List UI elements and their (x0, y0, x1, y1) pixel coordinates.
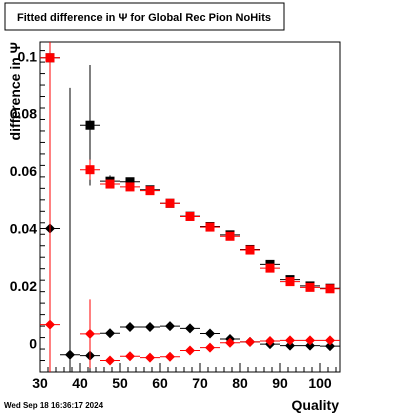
data-point-diamond (105, 355, 115, 366)
data-point-square (185, 211, 195, 221)
data-point-diamond (205, 328, 215, 339)
y-tick-label: 0.04 (10, 221, 37, 237)
data-point-diamond (145, 352, 155, 363)
x-axis-label: Quality (292, 397, 340, 413)
data-marks (40, 42, 340, 372)
x-tick-label: 30 (32, 375, 48, 391)
data-point-square (245, 245, 255, 255)
data-point-square (285, 277, 295, 287)
plot-frame (39, 41, 341, 373)
data-point-square (145, 186, 155, 196)
data-point-square (305, 282, 315, 292)
data-point-diamond (105, 328, 115, 339)
data-point-diamond (285, 340, 295, 351)
data-point-diamond (225, 337, 235, 348)
data-point-diamond (305, 340, 315, 351)
y-axis-label: difference in Ψ (7, 42, 23, 140)
data-point-diamond (285, 335, 295, 346)
data-point-diamond (265, 336, 275, 347)
data-point-diamond (325, 341, 335, 352)
data-point-square (85, 165, 95, 175)
data-point-square (125, 182, 135, 192)
x-tick-label: 80 (232, 375, 248, 391)
data-point-diamond (185, 323, 195, 334)
data-point-square (165, 198, 175, 208)
series-1 (40, 52, 340, 293)
y-tick-label: 0 (29, 335, 37, 351)
x-tick-label: 100 (308, 375, 332, 391)
axes: 30 40 50 60 70 80 90 100 0 0.02 0.04 0.06 0.08 0.1 (10, 48, 337, 391)
y-tick-label: 0.08 (10, 106, 37, 122)
data-point-diamond (165, 321, 175, 332)
y-tick-label: 0.06 (10, 163, 37, 179)
data-point-square (85, 120, 95, 130)
chart-title: Fitted difference in Ψ for Global Rec Pi… (17, 12, 271, 24)
data-point-diamond (165, 351, 175, 362)
series-2 (40, 52, 340, 294)
data-point-diamond (125, 321, 135, 332)
data-point-square (205, 222, 215, 232)
data-point-diamond (185, 345, 195, 356)
x-tick-label: 70 (192, 375, 208, 391)
data-point-diamond (325, 335, 335, 346)
data-point-diamond (145, 321, 155, 332)
data-point-diamond (45, 319, 55, 330)
series-4 (40, 42, 340, 372)
data-point-diamond (245, 336, 255, 347)
title-box (4, 2, 285, 31)
data-point-diamond (85, 328, 95, 339)
data-point-square (125, 177, 135, 187)
y-tick-label: 0.1 (18, 48, 38, 64)
x-tick-label: 50 (112, 375, 128, 391)
data-point-diamond (65, 349, 75, 360)
data-point-diamond (125, 351, 135, 362)
x-tick-label: 40 (72, 375, 88, 391)
data-point-square (325, 284, 335, 294)
y-tick-label: 0.02 (10, 278, 37, 294)
timestamp: Wed Sep 18 16:36:17 2024 (4, 401, 104, 410)
data-point-diamond (205, 342, 215, 353)
data-point-diamond (305, 335, 315, 346)
x-tick-label: 60 (152, 375, 168, 391)
x-tick-label: 90 (272, 375, 288, 391)
data-point-square (265, 263, 275, 273)
data-point-square (225, 231, 235, 241)
series-3 (40, 42, 340, 372)
data-point-square (105, 179, 115, 189)
